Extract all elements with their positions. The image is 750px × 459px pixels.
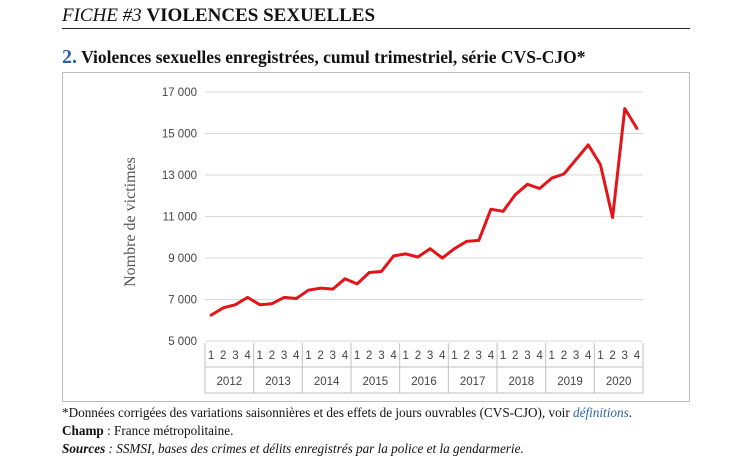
y-tick-label: 15 000	[162, 129, 197, 141]
definitions-link[interactable]: définitions	[573, 405, 629, 420]
quarter-tick-label: 4	[585, 350, 592, 362]
fiche-label: FICHE #3	[62, 5, 142, 26]
quarter-tick-label: 2	[415, 350, 421, 362]
quarter-tick-label: 1	[403, 350, 409, 362]
year-tick-label: 2020	[606, 376, 632, 388]
quarter-tick-label: 4	[244, 350, 251, 362]
quarter-tick-label: 2	[317, 350, 323, 362]
y-tick-label: 9 000	[168, 253, 197, 265]
quarter-tick-label: 4	[293, 350, 300, 362]
quarter-tick-label: 3	[281, 350, 287, 362]
quarter-tick-label: 2	[269, 350, 275, 362]
quarter-tick-label: 3	[232, 350, 238, 362]
quarter-tick-label: 3	[378, 350, 384, 362]
chart-frame: 5 000 7 000 9 000 11 000 13 000 15 000 17 000 …	[62, 72, 690, 402]
fiche-topic: VIOLENCES SEXUELLES	[146, 5, 376, 26]
quarter-tick-label: 3	[330, 350, 336, 362]
quarter-tick-label: 4	[634, 350, 641, 362]
footnote-text: *Données corrigées des variations saison…	[62, 405, 574, 420]
quarter-tick-label: 4	[342, 350, 349, 362]
year-tick-label: 2017	[460, 376, 486, 388]
year-tick-label: 2013	[265, 376, 291, 388]
quarter-tick-label: 3	[524, 350, 530, 362]
quarter-tick-label: 2	[512, 350, 518, 362]
quarter-tick-label: 2	[463, 350, 469, 362]
series-line-layer	[209, 107, 639, 317]
quarter-tick-label: 2	[609, 350, 615, 362]
sources-text: : SSMSI, bases des crimes et délits enre…	[105, 441, 524, 456]
footnote-period: .	[628, 405, 632, 420]
sources-label: Sources	[62, 441, 106, 456]
year-tick-label: 2019	[557, 376, 583, 388]
champ-text: : France métropolitaine.	[103, 423, 234, 438]
quarter-tick-label: 3	[573, 350, 579, 362]
series-line	[209, 107, 639, 317]
chart-title: 2. Violences sexuelles enregistrées, cum…	[62, 46, 586, 69]
y-tick-label: 13 000	[162, 170, 197, 182]
year-tick-label: 2016	[411, 376, 437, 388]
footnote-champ: Champ : France métropolitaine.	[62, 423, 233, 439]
quarter-tick-label: 1	[305, 350, 311, 362]
quarter-tick-label: 1	[549, 350, 555, 362]
page-header: FICHE #3 VIOLENCES SEXUELLES	[62, 4, 690, 29]
quarter-tick-label: 2	[561, 350, 567, 362]
quarter-tick-label: 4	[488, 350, 495, 362]
champ-label: Champ	[62, 423, 104, 438]
quarter-tick-label: 1	[451, 350, 457, 362]
footnote-definition: *Données corrigées des variations saison…	[62, 405, 632, 421]
year-tick-label: 2015	[363, 376, 389, 388]
quarter-tick-label: 2	[220, 350, 226, 362]
quarter-tick-label: 3	[476, 350, 482, 362]
y-tick-label: 5 000	[168, 336, 197, 348]
quarter-tick-label: 1	[354, 350, 360, 362]
x-axis: 1 2 3 4 1 2 3 4 1 2 3 4 1 2 3 4 1 2 3 4 1 2 3 4 1 2 3 4 1 2 3 4 1 2 3 42012…	[204, 343, 644, 394]
quarter-tick-label: 1	[597, 350, 603, 362]
quarter-tick-label: 1	[208, 350, 214, 362]
chart-title-text: Violences sexuelles enregistrées, cumul …	[81, 47, 586, 67]
y-tick-label: 7 000	[168, 295, 197, 307]
quarter-tick-label: 4	[439, 350, 446, 362]
quarter-tick-label: 3	[427, 350, 433, 362]
quarter-tick-label: 2	[366, 350, 372, 362]
y-tick-label: 17 000	[162, 87, 197, 99]
quarter-tick-label: 3	[622, 350, 628, 362]
y-tick-label: 11 000	[163, 212, 197, 224]
footnote-sources: Sources : SSMSI, bases des crimes et dél…	[62, 441, 524, 457]
quarter-tick-label: 4	[390, 350, 397, 362]
quarter-tick-label: 4	[536, 350, 543, 362]
year-tick-label: 2018	[509, 376, 535, 388]
quarter-tick-label: 1	[257, 350, 263, 362]
year-tick-label: 2012	[217, 376, 243, 388]
year-tick-label: 2014	[314, 376, 340, 388]
quarter-tick-label: 1	[500, 350, 506, 362]
chart-number: 2.	[62, 46, 77, 68]
y-axis-label: Nombre de victimes	[122, 157, 139, 287]
y-axis-ticks: 5 000 7 000 9 000 11 000 13 000 15 000 17 000	[162, 87, 197, 348]
